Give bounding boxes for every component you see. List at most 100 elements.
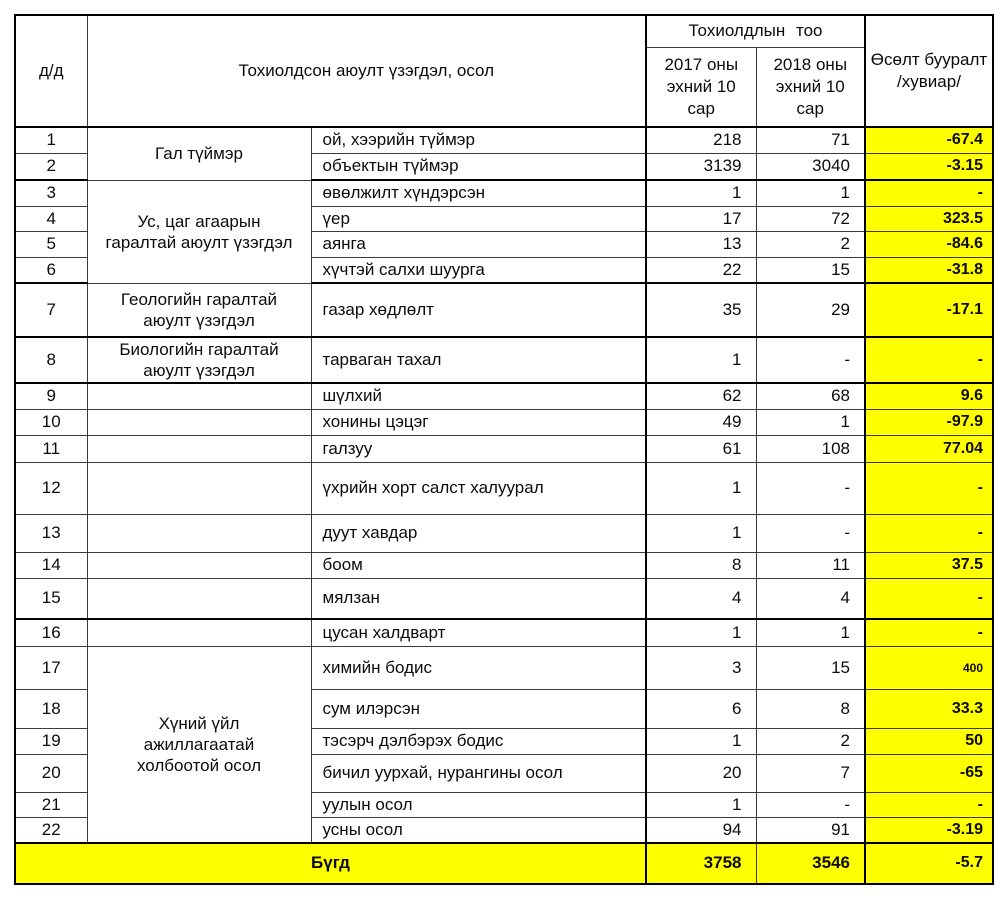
total-row: Бүгд 3758 3546 -5.7: [14, 841, 994, 885]
disaster-statistics-table: д/д Тохиолдсон аюулт үзэгдэл, осол Тохио…: [14, 14, 994, 885]
table-row: 9 шүлхий 62 68 9.6: [14, 382, 994, 410]
event-type-cell: үер: [310, 205, 647, 232]
table-row: 4 үер 17 72 323.5: [14, 205, 994, 232]
category-cell: Хүний үйл ажиллагаатай холбоотой осол: [86, 645, 312, 843]
event-type-cell: газар хөдлөлт: [310, 282, 647, 338]
table-row: 21 уулын осол 1- -: [14, 791, 994, 818]
count-2018-cell: 1: [755, 408, 866, 436]
change-percent-cell: 400: [864, 645, 994, 690]
count-2018-cell: -: [755, 513, 866, 553]
count-2018-cell: 4: [755, 577, 866, 620]
count-2017-cell: 49: [645, 408, 757, 436]
event-type-cell: мялзан: [310, 577, 647, 620]
table-row: 10 хонины цэцэг 49 1 -97.9: [14, 408, 994, 436]
row-number-cell: 13: [14, 513, 88, 553]
event-type-cell: сум илэрсэн: [310, 688, 647, 729]
count-2018-cell: 29: [755, 282, 866, 338]
table-row: 18 сум илэрсэн 6 8 33.3: [14, 688, 994, 729]
change-percent-cell: -: [864, 513, 994, 553]
count-2017-cell: 6: [645, 688, 757, 729]
event-type-cell: ой, хээрийн түймэр: [310, 126, 647, 154]
count-2017-cell: 1: [645, 336, 757, 384]
event-type-cell: галзуу: [310, 434, 647, 463]
table-row: 5 аянга 13 2 -84.6: [14, 230, 994, 258]
count-2018-cell: 91: [755, 816, 866, 844]
event-type-cell: өвөлжилт хүндэрсэн: [310, 179, 647, 207]
change-percent-cell: 323.5: [864, 205, 994, 232]
category-cell: [86, 461, 312, 515]
count-2017-cell: 8: [645, 551, 757, 579]
table-row: 8 Биологийн гаралтай аюулт үзэгдэл тарвага…: [14, 336, 994, 384]
table-row: 6 хүчтэй салхи шуурга 22 15 -31.8: [14, 256, 994, 284]
table-row: 12 үхрийн хорт салст халуурал 1- -: [14, 461, 994, 515]
header-event-column: Тохиолдсон аюулт үзэгдэл, осол: [86, 14, 647, 128]
count-2017-cell: 4: [645, 577, 757, 620]
event-type-cell: боом: [310, 551, 647, 579]
change-percent-cell: -: [864, 179, 994, 207]
table-body: 1 Гал түймэр ой, хээрийн түймэр 218 71 -67.4 2…: [14, 126, 994, 844]
category-cell: Геологийн гаралтай аюулт үзэгдэл: [86, 282, 312, 338]
count-2017-cell: 3: [645, 645, 757, 690]
change-percent-cell: -: [864, 618, 994, 647]
count-2017-cell: 1: [645, 461, 757, 515]
row-number-cell: 12: [14, 461, 88, 515]
category-cell: Ус, цаг агаарын гаралтай аюулт үзэгдэл: [86, 179, 312, 284]
change-percent-cell: -: [864, 461, 994, 515]
change-percent-cell: 37.5: [864, 551, 994, 579]
row-number-cell: 14: [14, 551, 88, 579]
event-type-cell: хонины цэцэг: [310, 408, 647, 436]
count-2017-cell: 94: [645, 816, 757, 844]
table-row: 14 боом 8 11 37.5: [14, 551, 994, 579]
count-2017-cell: 17: [645, 205, 757, 232]
table-row: 16 цусан халдварт 1 1-: [14, 618, 994, 647]
change-percent-cell: -84.6: [864, 230, 994, 258]
change-percent-cell: -: [864, 791, 994, 818]
table-row: 11 галзуу 61 108 77.04: [14, 434, 994, 463]
row-number-cell: 18: [14, 688, 88, 729]
total-change-percent: -5.7: [864, 841, 994, 885]
header-2018-column: 2018 оны эхний 10 сар: [755, 46, 866, 128]
category-cell: [86, 408, 312, 436]
row-number-cell: 20: [14, 753, 88, 793]
table-row: 13 дуут хавдар 1- -: [14, 513, 994, 553]
count-2018-cell: 7: [755, 753, 866, 793]
row-number-cell: 16: [14, 618, 88, 647]
row-number-cell: 6: [14, 256, 88, 284]
table-footer: Бүгд 3758 3546 -5.7: [14, 841, 994, 885]
table-row: 2 объектын түймэр 3139 3040 -3.15: [14, 152, 994, 181]
category-cell: [86, 382, 312, 410]
change-percent-cell: 9.6: [864, 382, 994, 410]
category-cell: [86, 513, 312, 553]
event-type-cell: химийн бодис: [310, 645, 647, 690]
event-type-cell: үхрийн хорт салст халуурал: [310, 461, 647, 515]
event-type-cell: аянга: [310, 230, 647, 258]
change-percent-cell: 50: [864, 727, 994, 755]
change-percent-cell: -: [864, 577, 994, 620]
count-2017-cell: 3139: [645, 152, 757, 181]
header-2017-column: 2017 оны эхний 10 сар: [645, 46, 757, 128]
count-2017-cell: 61: [645, 434, 757, 463]
page: д/д Тохиолдсон аюулт үзэгдэл, осол Тохио…: [14, 14, 994, 885]
event-type-cell: дуут хавдар: [310, 513, 647, 553]
count-2017-cell: 62: [645, 382, 757, 410]
change-percent-cell: -65: [864, 753, 994, 793]
count-2018-cell: 2: [755, 230, 866, 258]
count-2018-cell: 11: [755, 551, 866, 579]
total-label: Бүгд: [14, 841, 647, 885]
row-number-cell: 2: [14, 152, 88, 181]
count-2018-cell: -: [755, 791, 866, 818]
row-number-cell: 17: [14, 645, 88, 690]
row-number-cell: 11: [14, 434, 88, 463]
table-row: 15 мялзан 4 4-: [14, 577, 994, 620]
row-number-cell: 9: [14, 382, 88, 410]
event-type-cell: бичил уурхай, нурангины осол: [310, 753, 647, 793]
event-type-cell: цусан халдварт: [310, 618, 647, 647]
category-cell: [86, 618, 312, 647]
change-percent-cell: 77.04: [864, 434, 994, 463]
change-percent-cell: 33.3: [864, 688, 994, 729]
count-2017-cell: 22: [645, 256, 757, 284]
header-number-column: д/д: [14, 14, 88, 128]
table-row: 17 Хүний үйл ажиллагаатай холбоотой осол х…: [14, 645, 994, 843]
row-number-cell: 7: [14, 282, 88, 338]
count-2018-cell: 2: [755, 727, 866, 755]
